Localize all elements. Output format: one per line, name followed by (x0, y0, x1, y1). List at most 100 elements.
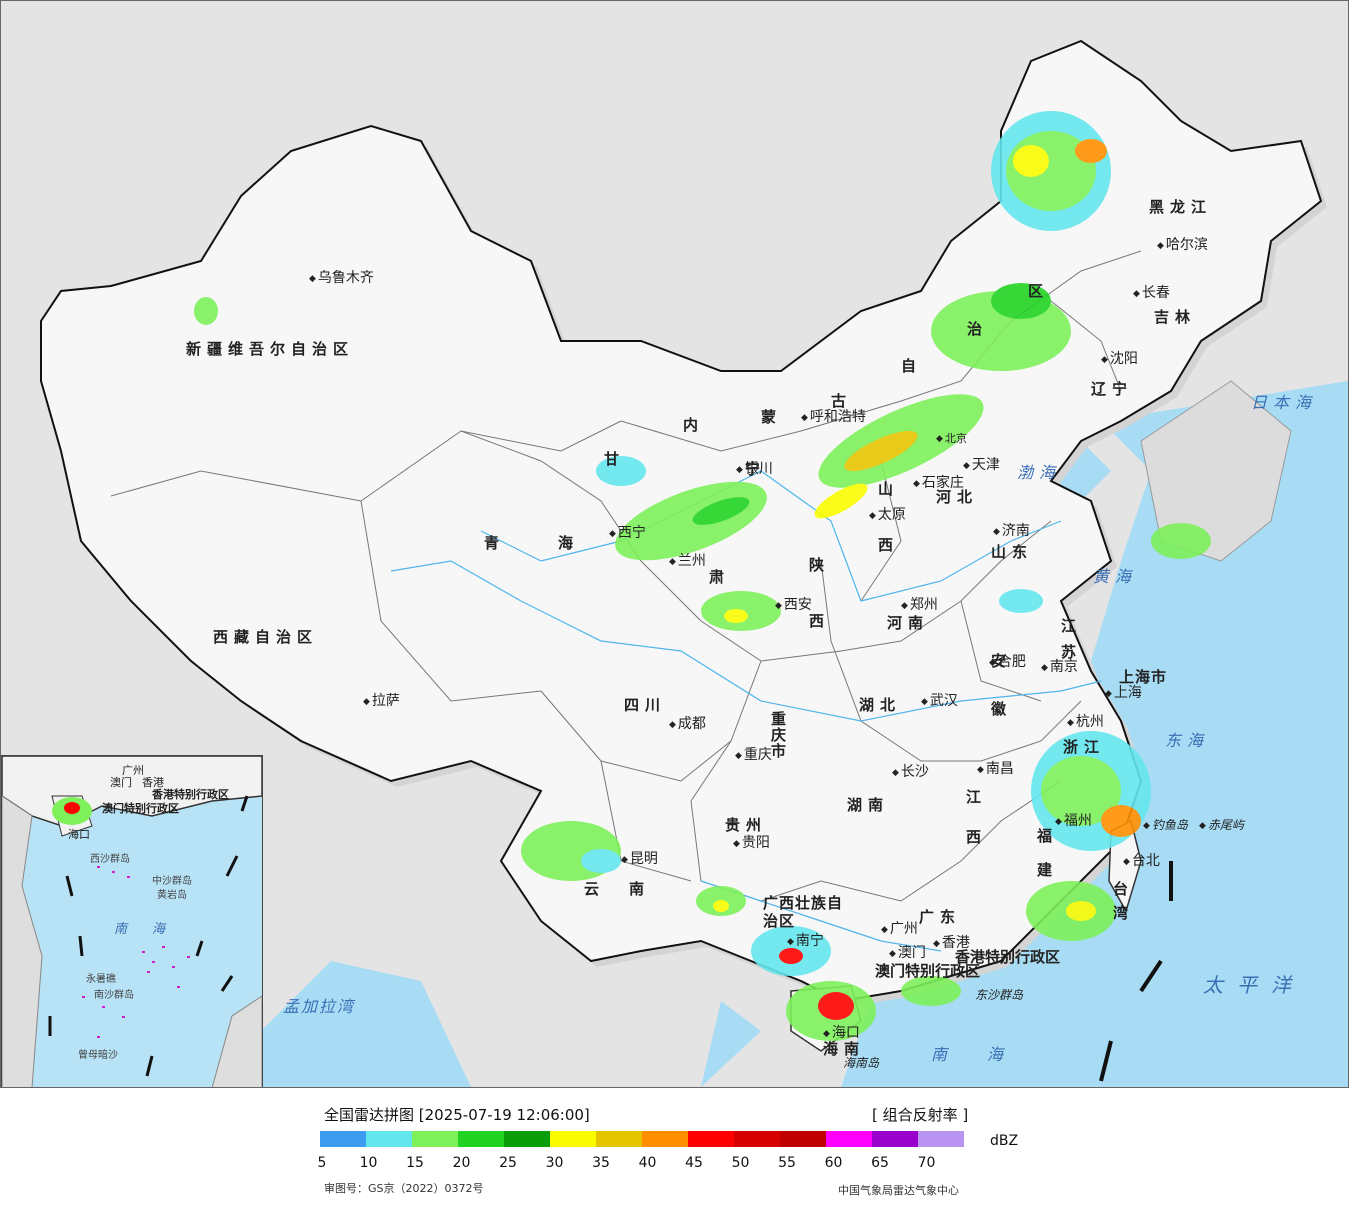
label-liaoning: 辽宁 (1091, 380, 1134, 398)
label-guizhou: 贵州 (725, 816, 768, 834)
map-review-number: 审图号：GS京（2022）0372号 (324, 1182, 484, 1195)
city-lhasa: 拉萨 (363, 693, 400, 710)
sea-bengal: 孟加拉湾 (283, 997, 356, 1016)
legend-tick-label: 30 (545, 1155, 564, 1171)
label-sichuan: 四川 (624, 696, 667, 714)
inset-label-guangzhou: 广州 (122, 764, 144, 777)
label-shanghai: 上海市 (1119, 668, 1168, 686)
city-zhengzhou: 郑州 (901, 597, 938, 614)
label-xinjiang: 新疆维吾尔自治区 (186, 340, 355, 358)
legend-swatch (688, 1131, 734, 1147)
agency-credit: 中国气象局雷达气象中心 (838, 1184, 959, 1197)
inset-label-macau-sar: 澳门特别行政区 (102, 802, 179, 815)
label-anhui: 安徽 (991, 652, 1007, 718)
city-shanghai: 上海 (1105, 685, 1142, 702)
legend-tick-label: 45 (685, 1155, 703, 1171)
label-guangxi: 广西壮族自治区 (763, 894, 844, 930)
inset-label-macau: 澳门 (110, 776, 132, 789)
city-wuhan: 武汉 (921, 693, 958, 710)
legend-swatch (642, 1131, 688, 1147)
city-hefei: 合肥 (989, 654, 1026, 671)
legend-swatch (780, 1131, 826, 1147)
label-qinghai-1: 青 (484, 534, 506, 552)
legend-swatch (872, 1131, 918, 1147)
label-henan: 河南 (887, 614, 930, 632)
legend-tick-label: 55 (778, 1155, 796, 1171)
legend-unit: dBZ (990, 1133, 1019, 1149)
city-xian: 西安 (775, 597, 812, 614)
inset-label-haikou: 海口 (68, 828, 90, 841)
label-gansu-1: 甘 (604, 450, 626, 468)
legend-swatch (412, 1131, 458, 1147)
label-chongqing: 重庆市 (771, 710, 793, 760)
legend-swatch (504, 1131, 550, 1147)
legend-tick-label: 25 (499, 1155, 517, 1171)
nine-dash-segments (1099, 861, 1173, 1082)
city-taiyuan: 太原 (869, 507, 906, 524)
city-tianjin: 天津 (963, 457, 1000, 474)
label-shanxi-2: 西 (878, 536, 900, 554)
label-macau-sar: 澳门特别行政区 (875, 962, 981, 980)
city-guangzhou: 广州 (881, 921, 918, 938)
inset-label-hongkong: 香港 (142, 776, 164, 789)
legend-tick-label: 15 (406, 1155, 424, 1171)
city-macau: 澳门 (889, 945, 926, 962)
legend-swatch (918, 1131, 964, 1147)
city-hangzhou: 杭州 (1067, 714, 1104, 731)
radar-echoes (194, 111, 1211, 1041)
label-jilin: 吉林 (1154, 308, 1197, 326)
legend-tick-label: 5 (317, 1155, 327, 1171)
city-kunming: 昆明 (621, 851, 658, 868)
label-qinghai-2: 海 (558, 534, 580, 552)
bay-of-bengal (261, 961, 471, 1087)
label-neimenggu-5: 治 (967, 320, 989, 338)
city-urumqi: 乌鲁木齐 (309, 270, 374, 287)
label-neimenggu-1: 内 (683, 416, 705, 434)
city-shijiazhuang: 石家庄 (913, 475, 964, 492)
label-neimenggu-3: 古 (831, 392, 853, 410)
city-lanzhou: 兰州 (669, 553, 706, 570)
inset-label-zhongsha: 中沙群岛 (152, 876, 192, 887)
label-xizang: 西藏自治区 (213, 628, 319, 646)
label-hubei: 湖北 (859, 696, 902, 714)
legend-tick-label: 70 (917, 1155, 936, 1171)
inset-label-zengmu: 曾母暗沙 (78, 1050, 118, 1061)
legend-tick-label: 60 (824, 1155, 843, 1171)
city-hongkong: 香港 (933, 935, 970, 952)
sea-huanghai: 黄海 (1093, 567, 1138, 586)
legend-tick-label: 40 (638, 1155, 657, 1171)
city-xining: 西宁 (609, 525, 646, 542)
island-hainan: 海南岛 (843, 1056, 880, 1070)
legend-swatch (366, 1131, 412, 1147)
label-hunan: 湖南 (847, 796, 890, 814)
city-beijing: 北京 (936, 431, 967, 447)
city-taipei: 台北 (1123, 853, 1160, 870)
sea-pacific: 太平洋 (1203, 973, 1305, 997)
legend-swatch (320, 1131, 366, 1147)
label-hebei: 河北 (936, 488, 979, 506)
legend-swatch (458, 1131, 504, 1147)
legend-panel: 全国雷达拼图 [2025-07-19 12:06:00] [ 组合反射率 ] 5… (0, 1088, 1349, 1208)
label-hainan: 海南 (823, 1040, 866, 1058)
label-heilongjiang: 黑龙江 (1149, 198, 1213, 216)
island-dongsha: 东沙群岛 (975, 988, 1024, 1002)
city-nanjing: 南京 (1041, 659, 1078, 676)
inset-label-hai: 海 (152, 922, 169, 937)
inset-label-xisha: 西沙群岛 (90, 854, 130, 865)
inset-label-huangyan: 黄岩岛 (157, 890, 187, 901)
legend-color-bar (320, 1131, 964, 1147)
south-china-sea-inset: 广州 澳门 香港 香港特别行政区 澳门特别行政区 海口 南 海 中沙群岛 黄岩岛… (1, 755, 263, 1087)
label-jiangxi: 江西 (966, 788, 988, 846)
legend-title: 全国雷达拼图 [2025-07-19 12:06:00] (324, 1106, 590, 1124)
inset-canvas (2, 756, 262, 1087)
label-neimenggu-2: 蒙 (761, 408, 783, 426)
inset-label-yongshu: 永暑礁 (86, 974, 116, 985)
province-borders (110, 250, 1142, 902)
city-guiyang: 贵阳 (733, 835, 770, 852)
label-shaanxi-1: 陕 (809, 556, 831, 574)
legend-swatch (734, 1131, 780, 1147)
city-harbin: 哈尔滨 (1157, 237, 1208, 254)
legend-tick-label: 10 (359, 1155, 378, 1171)
island-diaoyu: 钓鱼岛 (1143, 817, 1188, 834)
city-hohhot: 呼和浩特 (801, 409, 866, 426)
